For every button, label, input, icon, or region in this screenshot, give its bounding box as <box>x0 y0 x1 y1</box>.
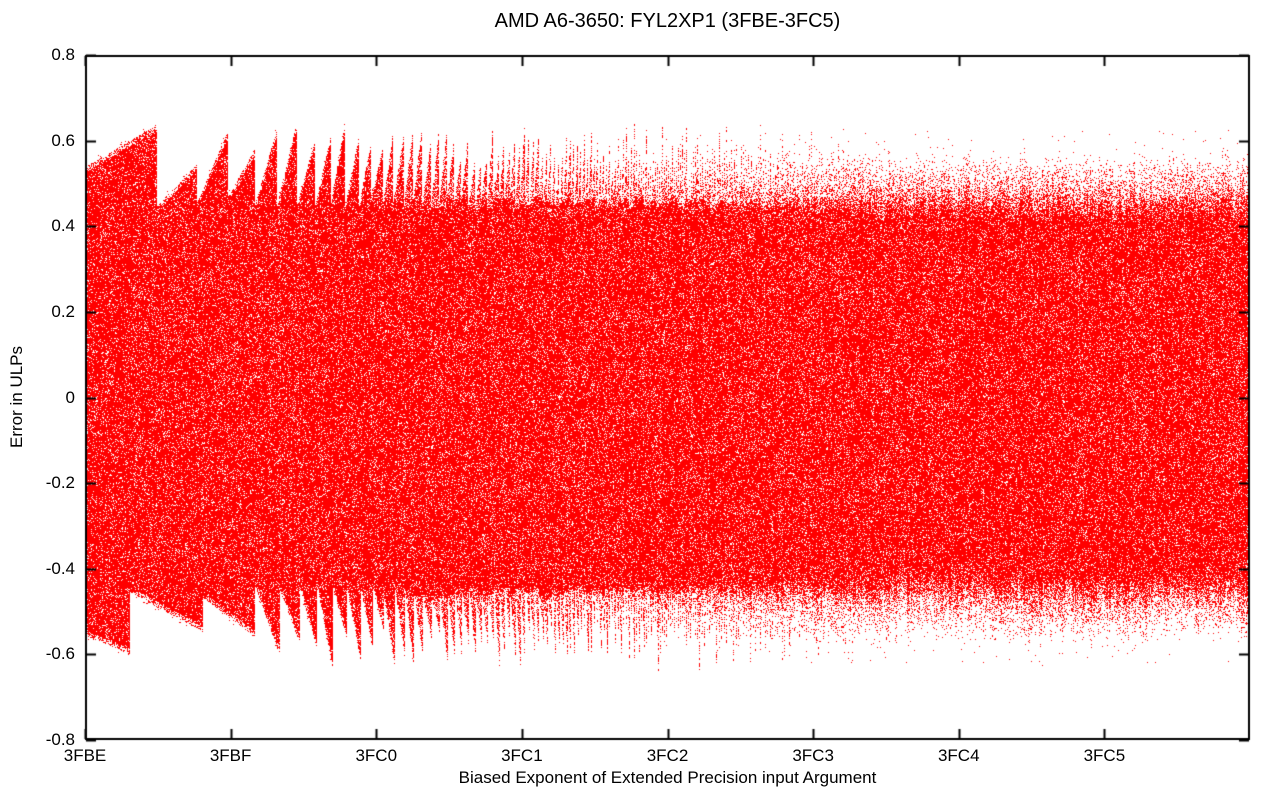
x-tick-label-3FC2: 3FC2 <box>646 746 689 765</box>
y-tick-label-0: 0 <box>65 387 75 407</box>
y-tick-label--0.8: -0.8 <box>45 730 75 749</box>
y-tick-label--0.4: -0.4 <box>45 558 75 578</box>
y-tick-label--0.6: -0.6 <box>45 644 75 664</box>
chart-title: AMD A6-3650: FYL2XP1 (3FBE-3FC5) <box>494 10 841 32</box>
x-tick-label-3FC0: 3FC0 <box>355 746 398 765</box>
x-tick-label-3FC5: 3FC5 <box>1083 746 1126 765</box>
x-axis-title: Biased Exponent of Extended Precision in… <box>458 768 877 787</box>
y-tick-label-0.6: 0.6 <box>51 130 75 150</box>
y-tick-label-0.2: 0.2 <box>51 301 75 321</box>
x-tick-label-3FC4: 3FC4 <box>937 746 980 765</box>
y-tick-label-0.8: 0.8 <box>51 45 75 64</box>
x-tick-label-3FC3: 3FC3 <box>792 746 834 765</box>
y-tick-label--0.2: -0.2 <box>45 473 75 493</box>
x-tick-label-3FC1: 3FC1 <box>501 746 543 765</box>
y-tick-label-0.4: 0.4 <box>51 216 75 236</box>
x-tick-label-3FBE: 3FBE <box>63 746 107 765</box>
x-tick-label-3FBF: 3FBF <box>209 746 252 765</box>
